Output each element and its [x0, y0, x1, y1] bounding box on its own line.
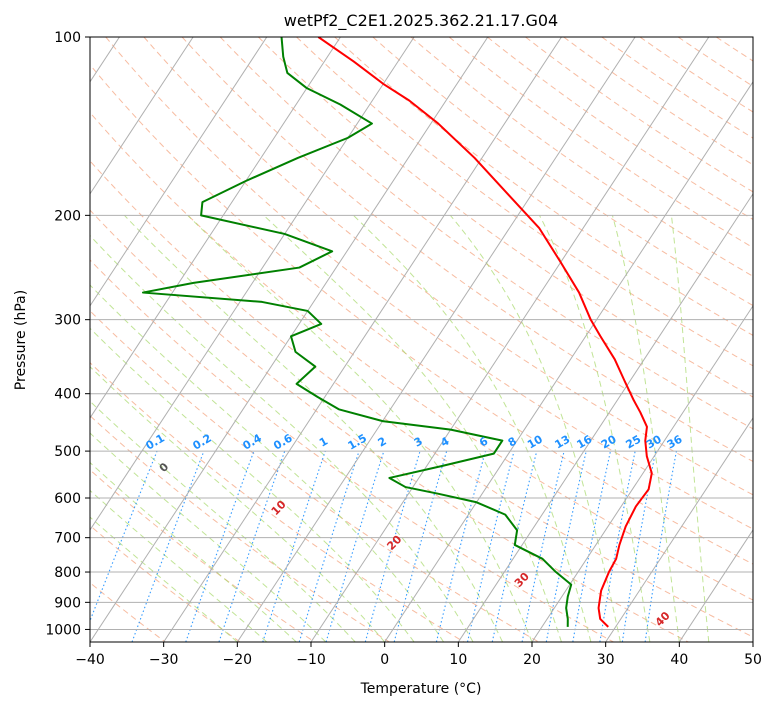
moist-adiabat [90, 432, 327, 642]
mixing-ratio-line [644, 451, 677, 642]
y-tick-label: 600 [54, 491, 81, 507]
isotherm [90, 37, 268, 307]
dry-adiabat [219, 37, 753, 430]
mixing-ratio-line [218, 450, 286, 642]
x-tick-label: −30 [149, 652, 179, 668]
isotherm [605, 417, 753, 642]
moist-adiabat [611, 215, 680, 642]
x-tick-label: 30 [597, 652, 615, 668]
moist-adiabat [539, 215, 651, 642]
x-tick-label: −10 [296, 652, 326, 668]
dry-adiabat [90, 582, 166, 642]
mixing-ratio-line [435, 450, 487, 642]
mixing-ratio-line [131, 450, 205, 642]
x-tick-label: −20 [223, 652, 253, 668]
dry-adiabat [105, 37, 753, 530]
dry-adiabat [90, 362, 465, 642]
isotherm [678, 529, 753, 642]
dewpoint-profile-line [141, 37, 573, 627]
y-tick-label: 1000 [45, 622, 81, 638]
mixing-ratio-line [466, 450, 515, 642]
isotherm [384, 80, 753, 642]
dry-adiabat [90, 209, 689, 642]
plot-frame [89, 36, 754, 643]
y-tick-label: 100 [54, 30, 81, 46]
isotherm [531, 304, 753, 642]
moist-adiabat [124, 214, 503, 642]
chart-title: wetPf2_C2E1.2025.362.21.17.G04 [284, 11, 558, 31]
mixing-ratio-line [298, 450, 360, 642]
mixing-ratio-line [90, 450, 158, 623]
isotherm [90, 37, 341, 419]
isotherm [310, 37, 710, 642]
x-tick-label: 10 [449, 652, 467, 668]
y-tick-label: 200 [54, 208, 81, 224]
y-tick-label: 500 [54, 444, 81, 460]
moist-adiabat [90, 327, 415, 642]
mixing-ratio-line [185, 450, 255, 642]
mixing-ratio-line [325, 450, 385, 642]
dry-adiabat [90, 310, 540, 642]
isotherm [90, 37, 194, 195]
moist-adiabat [90, 461, 297, 642]
dry-adiabat [181, 37, 753, 463]
y-tick-label: 700 [54, 531, 81, 547]
dry-adiabat [143, 37, 753, 496]
moist-adiabat [263, 214, 562, 642]
x-tick-label: 40 [670, 652, 688, 668]
mixing-ratio-line [364, 450, 421, 642]
isotherm [163, 37, 562, 642]
moist-adiabat [449, 215, 621, 642]
mixing-ratio-line [262, 450, 326, 642]
dry-adiabat [90, 469, 315, 642]
moist-adiabat [90, 400, 356, 642]
isotherm [236, 37, 636, 642]
x-tick-label: 50 [744, 652, 762, 668]
moist-adiabat [90, 284, 445, 642]
y-tick-label: 800 [54, 565, 81, 581]
moist-adiabat [670, 215, 710, 642]
y-axis-label: Pressure (hPa) [13, 290, 29, 390]
isotherm [457, 192, 753, 642]
dry-adiabat [90, 64, 753, 565]
moist-adiabat [90, 489, 268, 642]
y-tick-label: 400 [54, 387, 81, 403]
dry-adiabat [90, 524, 241, 642]
dry-adiabat [90, 259, 614, 642]
x-tick-label: −40 [75, 652, 105, 668]
temperature-profile-line [317, 37, 653, 628]
moist-adiabat [90, 234, 474, 642]
y-tick-label: 300 [54, 313, 81, 329]
moist-adiabat [353, 214, 592, 642]
x-tick-label: 0 [380, 652, 389, 668]
moist-adiabat [90, 365, 386, 642]
y-tick-label: 900 [54, 595, 81, 611]
moist-adiabat [187, 214, 533, 642]
x-axis-label: Temperature (°C) [360, 681, 482, 697]
x-tick-label: 20 [523, 652, 541, 668]
isotherm [90, 37, 489, 642]
